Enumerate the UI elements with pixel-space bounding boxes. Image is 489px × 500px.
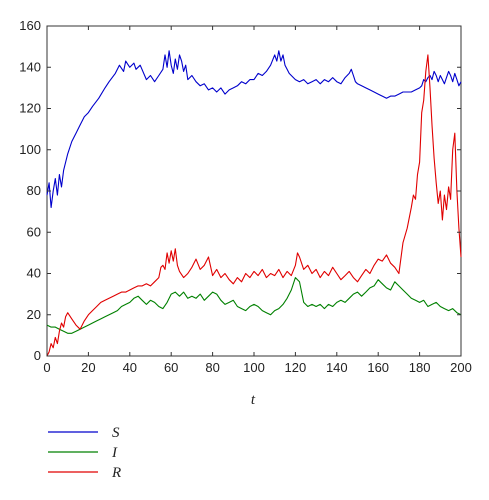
x-tick-label: 180 bbox=[409, 360, 431, 375]
plot-frame bbox=[46, 25, 462, 357]
series-line-R bbox=[46, 54, 462, 357]
y-tick-label: 120 bbox=[19, 101, 41, 116]
x-axis-label: t bbox=[251, 392, 256, 408]
ticks-layer: 0 20 40 60 80 100 120 140 160 180 200 0 20 40 60 80 100 1… bbox=[19, 18, 472, 375]
y-tick-label: 100 bbox=[19, 142, 41, 157]
series-line-S bbox=[46, 50, 462, 209]
y-tick-label: 0 bbox=[34, 348, 41, 363]
x-tick-label: 100 bbox=[243, 360, 265, 375]
legend-label-S: S bbox=[112, 425, 120, 441]
x-tick-label: 20 bbox=[81, 360, 95, 375]
plot-border bbox=[46, 25, 462, 357]
x-tick-label: 0 bbox=[43, 360, 50, 375]
legend: SIR bbox=[48, 425, 121, 481]
x-tick-label: 200 bbox=[450, 360, 472, 375]
y-tick-label: 140 bbox=[19, 59, 41, 74]
series-layer bbox=[46, 50, 462, 357]
x-tick-label: 80 bbox=[205, 360, 219, 375]
x-tick-label: 60 bbox=[164, 360, 178, 375]
legend-entry-S: S bbox=[48, 425, 120, 441]
legend-entry-I: I bbox=[48, 445, 118, 461]
x-tick-label: 40 bbox=[123, 360, 137, 375]
x-tick-label: 120 bbox=[285, 360, 307, 375]
x-tick-label: 140 bbox=[326, 360, 348, 375]
legend-entry-R: R bbox=[48, 465, 121, 481]
y-tick-label: 80 bbox=[27, 183, 41, 198]
legend-label-I: I bbox=[111, 445, 118, 461]
x-tick-label: 160 bbox=[367, 360, 389, 375]
series-line-I bbox=[46, 277, 462, 334]
y-tick-label: 160 bbox=[19, 18, 41, 33]
y-tick-label: 20 bbox=[27, 307, 41, 322]
legend-label-R: R bbox=[111, 465, 121, 481]
y-tick-label: 40 bbox=[27, 266, 41, 281]
y-tick-label: 60 bbox=[27, 224, 41, 239]
